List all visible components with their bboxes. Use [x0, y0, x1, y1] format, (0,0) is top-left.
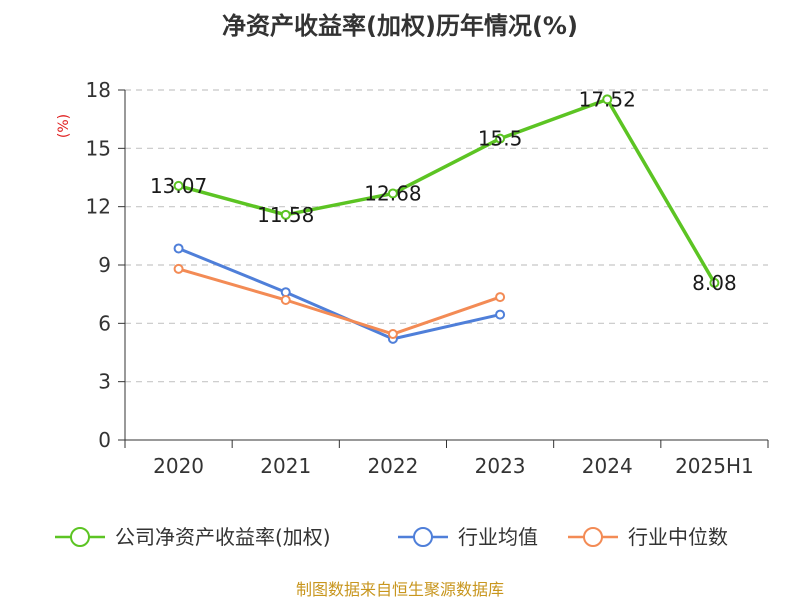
y-tick-label: 9	[98, 253, 111, 277]
data-label: 12.68	[364, 181, 421, 205]
y-tick-label: 3	[98, 370, 111, 394]
y-axis-label: (%)	[56, 114, 72, 138]
axes: 0 3 6 9 12 15 18 2020 2021 2022 2023 2024 2025H1	[86, 78, 769, 478]
data-point	[602, 94, 613, 105]
data-labels: 13.07 11.58 12.68 15.5 17.52 8.08	[150, 87, 737, 295]
x-tick-label: 2020	[153, 454, 204, 478]
series-line	[178, 97, 716, 284]
data-point	[387, 329, 398, 340]
data-point	[495, 309, 506, 320]
data-point	[280, 295, 291, 305]
data-point	[495, 292, 506, 303]
legend-marker	[70, 527, 90, 547]
data-label: 8.08	[692, 271, 737, 295]
data-point	[173, 243, 184, 254]
y-tick-label: 18	[86, 78, 111, 102]
y-tick-label: 15	[86, 136, 111, 160]
data-point	[709, 277, 720, 288]
legend-label: 行业中位数	[628, 525, 728, 549]
series-line	[178, 247, 501, 341]
data-label: 15.5	[478, 127, 523, 151]
x-tick-label: 2022	[367, 454, 418, 478]
data-label: 17.52	[579, 87, 636, 111]
data-label: 11.58	[257, 203, 314, 227]
chart-title: 净资产收益率(加权)历年情况(%)	[222, 12, 578, 40]
legend-marker	[583, 527, 603, 547]
data-point	[495, 133, 506, 144]
series-group	[173, 94, 720, 344]
x-tick-label: 2024	[582, 454, 633, 478]
y-tick-label: 0	[98, 428, 111, 452]
legend-marker	[413, 527, 433, 547]
legend-label: 行业均值	[458, 525, 538, 549]
grid-lines	[125, 89, 768, 383]
data-source-note: 制图数据来自恒生聚源数据库	[296, 580, 504, 599]
series-line	[178, 267, 501, 336]
data-point	[280, 209, 291, 220]
x-tick-label: 2025H1	[675, 454, 754, 478]
legend-label: 公司净资产收益率(加权)	[115, 525, 331, 549]
data-point	[173, 180, 184, 191]
data-point	[387, 188, 398, 199]
data-point	[173, 263, 184, 274]
y-tick-label: 12	[86, 195, 111, 219]
x-tick-label: 2023	[475, 454, 526, 478]
data-label: 13.07	[150, 174, 207, 198]
x-tick-label: 2021	[260, 454, 311, 478]
legend: 公司净资产收益率(加权) 行业均值 行业中位数	[55, 525, 728, 549]
y-tick-label: 6	[98, 311, 111, 335]
